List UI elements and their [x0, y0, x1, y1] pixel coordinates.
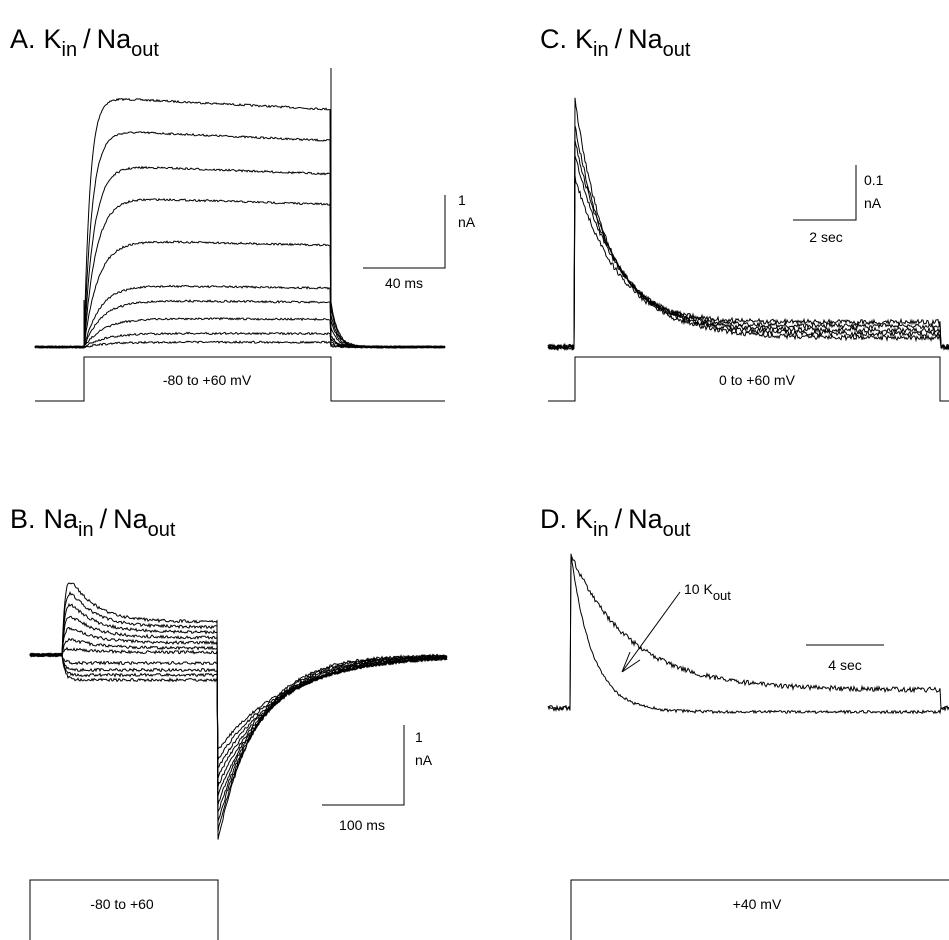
protocol	[548, 356, 949, 402]
panel-title: D. Kin / Naout	[540, 504, 691, 541]
annotation: 10 Kout	[684, 581, 731, 603]
ion: K	[575, 504, 593, 534]
separator: /	[100, 504, 108, 534]
scale-unit: nA	[458, 214, 476, 230]
scale-amplitude: 1	[458, 192, 466, 208]
scale-unit: nA	[415, 752, 433, 768]
panel-letter: D.	[540, 504, 567, 534]
scale-time: 40 ms	[385, 275, 423, 291]
trace	[29, 603, 448, 822]
trace	[34, 316, 446, 349]
ion: Na	[44, 504, 79, 534]
separator: /	[83, 24, 91, 54]
arrow	[621, 591, 681, 673]
trace	[34, 340, 445, 349]
panel-title: B. Nain / Naout	[10, 504, 176, 541]
trace	[29, 652, 448, 779]
subscript: out	[131, 39, 159, 61]
ion: K	[575, 24, 593, 54]
trace	[34, 197, 446, 349]
trace	[29, 615, 447, 812]
trace	[34, 97, 446, 349]
subscript: out	[663, 39, 691, 61]
trace	[29, 626, 448, 805]
trace	[547, 140, 949, 351]
trace	[547, 554, 949, 712]
trace	[34, 240, 446, 349]
protocol-label: -80 to +60 mV	[163, 372, 252, 388]
subscript: in	[78, 519, 94, 541]
protocol-label: 0 to +60 mV	[719, 372, 796, 388]
scale-amplitude: 0.1	[864, 172, 884, 188]
scale-bar	[793, 165, 857, 221]
scale-time: 2 sec	[809, 229, 842, 245]
ion: K	[44, 24, 62, 54]
trace	[547, 125, 949, 352]
protocol-label: -80 to +60	[90, 896, 154, 912]
scale-unit: nA	[864, 195, 882, 211]
subscript: in	[62, 39, 78, 61]
trace	[34, 131, 446, 350]
subscript: in	[593, 39, 609, 61]
trace	[34, 284, 446, 349]
scale-amplitude: 1	[415, 729, 423, 745]
trace	[83, 68, 332, 347]
separator: /	[615, 24, 623, 54]
ion: Na	[628, 24, 663, 54]
ion: Na	[113, 504, 148, 534]
trace	[34, 165, 446, 349]
scale-bar	[363, 195, 446, 269]
subscript: in	[593, 519, 609, 541]
trace	[547, 553, 949, 715]
protocol	[570, 879, 949, 940]
trace	[29, 652, 448, 751]
trace	[547, 97, 949, 351]
trace	[547, 175, 949, 351]
protocol	[29, 879, 219, 940]
panel-letter: C.	[540, 24, 567, 54]
protocol	[35, 356, 445, 402]
scale-time: 4 sec	[828, 657, 861, 673]
trace	[29, 637, 448, 797]
protocol-label: +40 mV	[733, 896, 782, 912]
ion: Na	[97, 24, 132, 54]
trace	[547, 155, 949, 351]
scale-time: 100 ms	[339, 817, 385, 833]
annotation-text: 10 K	[684, 581, 713, 597]
ion: Na	[628, 504, 663, 534]
panel-title: C. Kin / Naout	[540, 24, 691, 61]
scale-bar	[322, 725, 405, 806]
annotation-sub: out	[713, 588, 731, 603]
trace	[29, 582, 448, 840]
trace	[29, 652, 448, 769]
panel-letter: B.	[10, 504, 36, 534]
separator: /	[615, 504, 623, 534]
subscript: out	[148, 519, 176, 541]
panel-title: A. Kin / Naout	[10, 24, 159, 61]
subscript: out	[663, 519, 691, 541]
panel-letter: A.	[10, 24, 36, 54]
